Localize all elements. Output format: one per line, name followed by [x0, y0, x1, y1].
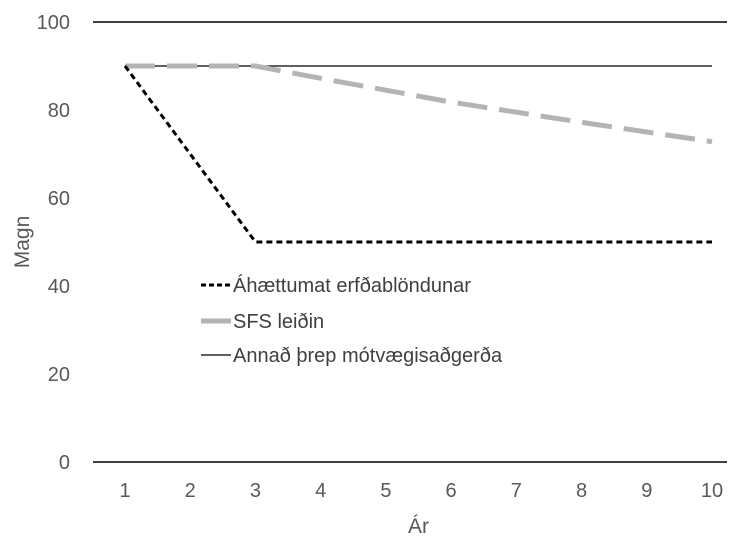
x-axis-title: Ár [408, 515, 429, 538]
x-tick-label: 3 [250, 480, 261, 502]
x-tick-label: 6 [446, 480, 457, 502]
series-line [125, 63, 713, 145]
y-tick-label: 100 [37, 12, 70, 34]
legend-label: SFS leiðin [233, 311, 324, 333]
legend-label: Áhættumat erfðablöndunar [233, 274, 471, 297]
x-tick-label: 9 [641, 480, 652, 502]
legend-label: Annað þrep mótvægisaðgerða [233, 345, 503, 367]
y-tick-label: 20 [48, 364, 70, 386]
x-tick-label: 8 [576, 480, 587, 502]
x-tick-label: 5 [380, 480, 391, 502]
x-tick-label: 7 [511, 480, 522, 502]
y-tick-label: 0 [59, 452, 70, 474]
y-tick-label: 60 [48, 188, 70, 210]
x-tick-label: 10 [701, 480, 723, 502]
plot-area [93, 21, 727, 463]
y-tick-labels: 0 20 40 60 80 100 [37, 12, 70, 474]
x-tick-label: 4 [315, 480, 326, 502]
series-lines [123, 63, 713, 244]
y-tick-label: 40 [48, 276, 70, 298]
series-line [123, 65, 712, 244]
y-tick-label: 80 [48, 100, 70, 122]
legend: Áhættumat erfðablöndunar SFS leiðin Annað … [201, 274, 503, 367]
x-tick-label: 1 [119, 480, 130, 502]
x-tick-label: 2 [185, 480, 196, 502]
y-axis-title: Magn [11, 216, 34, 269]
x-tick-labels: 1 2 3 4 5 6 7 8 9 10 [119, 480, 723, 502]
